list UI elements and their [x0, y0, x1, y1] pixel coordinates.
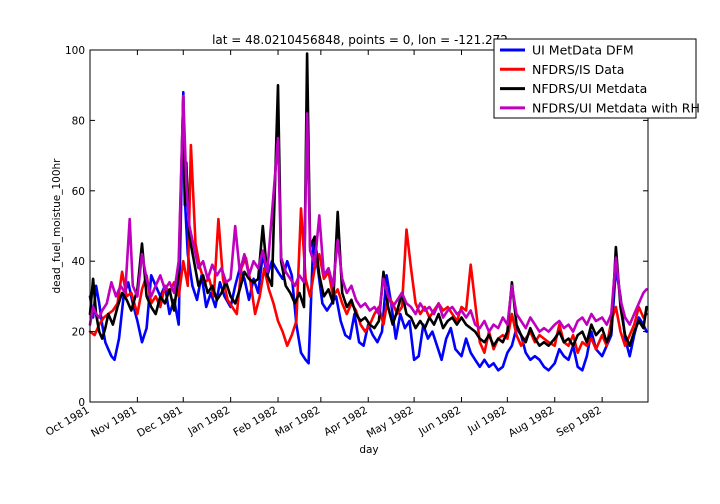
x-axis-label: day: [359, 444, 378, 456]
legend-label: UI MetData DFM: [532, 43, 634, 58]
y-tick-label: 60: [72, 186, 85, 198]
plot-frame: [89, 49, 649, 403]
y-axis-label: dead_fuel_moistue_100hr: [51, 158, 63, 294]
legend-label: NFDRS/IS Data: [532, 62, 624, 77]
series-line-3: [88, 52, 648, 348]
series-layer: [88, 52, 648, 372]
y-tick-label: 0: [78, 397, 85, 409]
legend-label: NFDRS/UI Metdata: [532, 81, 647, 96]
y-tick-label: 80: [72, 115, 85, 127]
y-tick-label: 20: [72, 327, 85, 339]
y-axis-ticks: 0 20 40 60 80 100: [65, 45, 648, 409]
y-tick-label: 40: [72, 256, 85, 268]
legend: UI MetData DFM NFDRS/IS Data NFDRS/UI Metd…: [493, 38, 700, 119]
legend-box: [493, 38, 697, 119]
chart-title: lat = 48.0210456848, points = 0, lon = -…: [212, 33, 508, 47]
series-line-4: [88, 94, 648, 333]
series-line-2: [88, 143, 648, 355]
y-tick-label: 100: [65, 45, 85, 57]
legend-label: NFDRS/UI Metdata with RH: [532, 100, 700, 115]
